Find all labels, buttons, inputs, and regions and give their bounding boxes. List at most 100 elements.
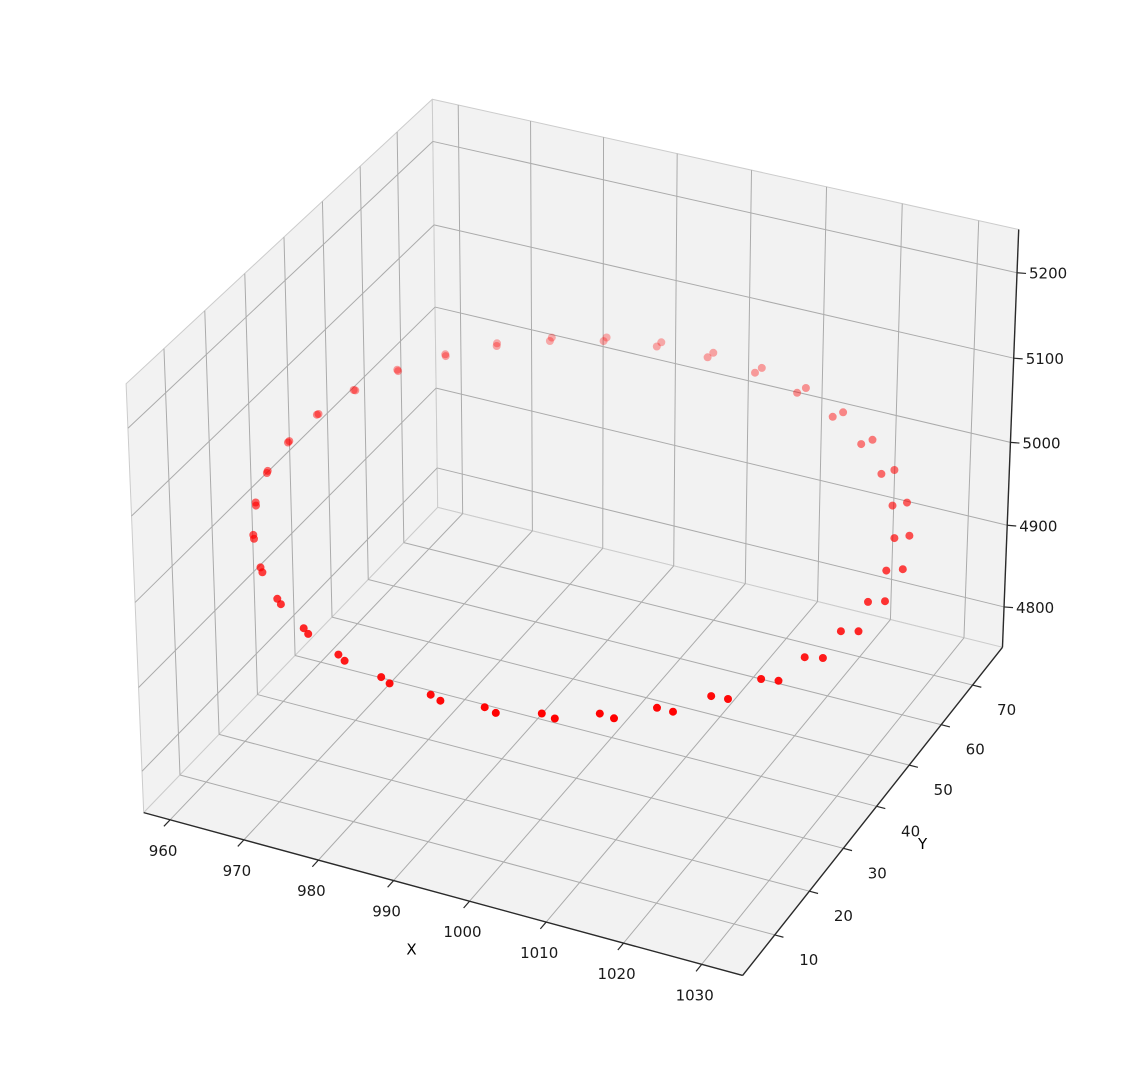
z-axis-spine <box>1001 229 1020 648</box>
scatter-point <box>657 338 666 347</box>
scatter-point <box>385 679 394 688</box>
grid-z-left-wall <box>141 467 438 772</box>
scatter-point <box>377 673 386 682</box>
z-tick-mark <box>1003 606 1014 609</box>
scatter-point <box>877 469 886 478</box>
grid-y-wall <box>204 310 220 735</box>
scatter-point <box>890 534 899 543</box>
y-tick-label: 70 <box>997 701 1016 719</box>
y-tick-mark <box>909 764 919 768</box>
scatter-point <box>595 709 604 718</box>
y-tick-label: 40 <box>901 822 920 840</box>
grid-x-floor <box>545 601 818 923</box>
y-tick-mark <box>972 684 982 688</box>
scatter-point <box>441 350 450 359</box>
grid-x-wall <box>963 220 980 638</box>
grid-x-wall <box>457 104 464 514</box>
z-tick-mark <box>1016 272 1027 275</box>
grid-z-right-wall <box>432 140 1018 274</box>
scatter-point <box>709 348 718 357</box>
scatter-point <box>793 388 802 397</box>
grid-z-left-wall <box>138 387 437 688</box>
x-tick-mark <box>695 963 703 972</box>
z-tick-label: 4900 <box>1019 517 1057 535</box>
x-tick-mark <box>163 819 171 827</box>
scatter-point <box>751 368 759 377</box>
grid-y-wall <box>321 201 333 618</box>
scatter-point <box>652 342 661 351</box>
y-tick-mark <box>876 805 886 810</box>
grid-y-wall <box>283 237 296 656</box>
y-tick-label: 60 <box>966 741 985 759</box>
scatter-point <box>828 412 837 421</box>
x-tick-label: 970 <box>223 862 252 880</box>
scatter-point <box>757 675 766 683</box>
scatter-point <box>724 695 732 703</box>
y-tick-label: 30 <box>868 864 887 882</box>
scatter-point <box>839 408 848 417</box>
x-tick-label: 1010 <box>520 944 558 962</box>
x-tick-mark <box>387 880 395 888</box>
grid-z-right-wall <box>436 387 1008 526</box>
x-tick-label: 1000 <box>443 923 481 941</box>
scatter-point <box>905 531 914 540</box>
grid-x-floor <box>169 513 464 821</box>
scatter-point <box>857 440 866 449</box>
scatter-point <box>340 656 349 665</box>
grid-x-wall <box>744 170 753 584</box>
scatter-point <box>545 337 554 345</box>
y-tick-label: 10 <box>799 951 818 969</box>
scatter-point <box>334 650 343 659</box>
grid-y-wall <box>163 348 181 776</box>
scatter-point <box>800 653 809 662</box>
scatter-point <box>888 501 897 510</box>
scatter-point <box>550 714 559 723</box>
grid-x-floor <box>701 637 965 965</box>
scatter-point <box>252 501 260 510</box>
scatter-point <box>602 333 611 342</box>
scatter-point <box>854 627 863 636</box>
grid-y-floor <box>331 616 910 766</box>
scatter-point <box>480 703 489 712</box>
scatter-point <box>394 367 403 376</box>
scatter-point <box>314 410 323 418</box>
scatter-point <box>669 707 677 716</box>
y-tick-label: 20 <box>834 907 853 925</box>
grid-x-wall <box>889 203 903 620</box>
scatter-point <box>801 384 810 392</box>
x-tick-label: 1030 <box>676 986 714 1004</box>
scatter-point <box>881 597 889 606</box>
y-axis-spine <box>742 646 1004 976</box>
scatter-point <box>757 363 766 372</box>
x-tick-label: 1020 <box>597 965 635 983</box>
scatter-point <box>312 410 321 419</box>
z-tick-mark <box>1013 357 1023 360</box>
y-tick-label: 50 <box>934 781 953 799</box>
z-tick-mark <box>1010 441 1020 444</box>
grid-x-wall <box>530 121 533 531</box>
x-tick-label: 990 <box>372 903 401 921</box>
scatter-point <box>547 333 556 342</box>
grid-y-wall <box>396 131 405 543</box>
y-tick-mark <box>941 724 951 728</box>
x-axis-title: X <box>406 941 416 959</box>
scatter-point <box>436 696 445 705</box>
z-tick-label: 5200 <box>1029 265 1067 283</box>
z-tick-label: 4800 <box>1016 599 1054 617</box>
grid-x-floor <box>469 583 746 902</box>
scatter-point <box>258 568 267 577</box>
grid-y-floor <box>257 694 844 849</box>
x-tick-mark <box>463 900 470 909</box>
grid-y-floor <box>218 733 810 892</box>
scatter-point <box>868 435 877 444</box>
grid-z-left-wall <box>134 306 436 603</box>
scatter-point <box>493 339 501 348</box>
scatter-point <box>537 709 546 718</box>
scatter-point <box>599 337 608 346</box>
scatter-point <box>610 714 618 723</box>
grid-z-left-wall <box>131 224 435 517</box>
y-axis-title: Y <box>917 835 928 853</box>
scatter-point <box>890 466 899 474</box>
